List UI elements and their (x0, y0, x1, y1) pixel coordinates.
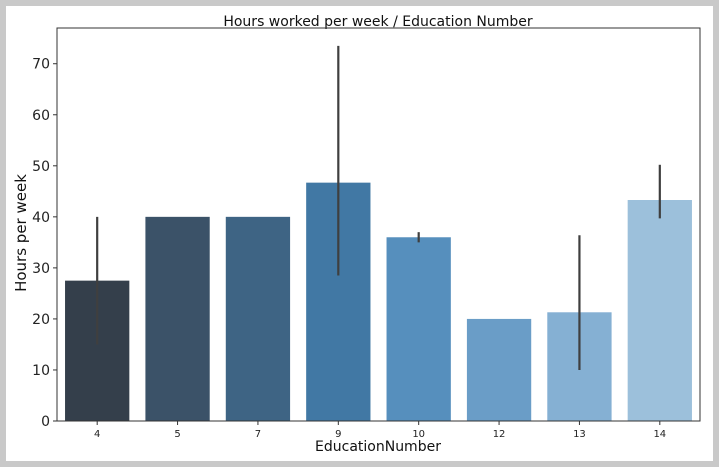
y-tick-label-60: 60 (32, 108, 50, 124)
bar-14 (627, 200, 692, 421)
x-tick-label-9: 9 (335, 429, 341, 440)
y-tick-label-30: 30 (32, 261, 50, 277)
bar-10 (386, 237, 451, 421)
y-axis-label: Hours per week (12, 174, 30, 292)
chart-frame: Hours worked per week / Education Number… (6, 6, 713, 461)
plot-area-border (56, 27, 701, 422)
error-bars-group (96, 45, 661, 370)
bar-chart: Hours worked per week / Education Number… (12, 14, 701, 455)
y-tick-label-0: 0 (41, 414, 50, 430)
bars-group (65, 182, 692, 421)
y-axis: 0 10 20 30 40 50 60 70 (32, 57, 57, 430)
y-tick-label-40: 40 (32, 210, 50, 226)
y-tick-label-20: 20 (32, 312, 50, 328)
chart-title: Hours worked per week / Education Number (223, 14, 533, 30)
bar-5 (145, 216, 210, 421)
bar-7 (225, 216, 291, 421)
x-tick-label-13: 13 (573, 429, 586, 440)
y-tick-label-70: 70 (32, 57, 50, 73)
x-tick-label-7: 7 (255, 429, 261, 440)
y-tick-label-10: 10 (32, 363, 50, 379)
bar-12 (466, 318, 532, 421)
x-axis-label: EducationNumber (315, 439, 441, 455)
x-tick-label-10: 10 (412, 429, 425, 440)
x-tick-label-5: 5 (174, 429, 180, 440)
x-tick-label-14: 14 (653, 429, 666, 440)
x-tick-label-4: 4 (94, 429, 100, 440)
y-tick-label-50: 50 (32, 159, 50, 175)
x-axis: 4 5 7 9 10 12 13 14 (94, 421, 666, 440)
x-tick-label-12: 12 (493, 429, 506, 440)
